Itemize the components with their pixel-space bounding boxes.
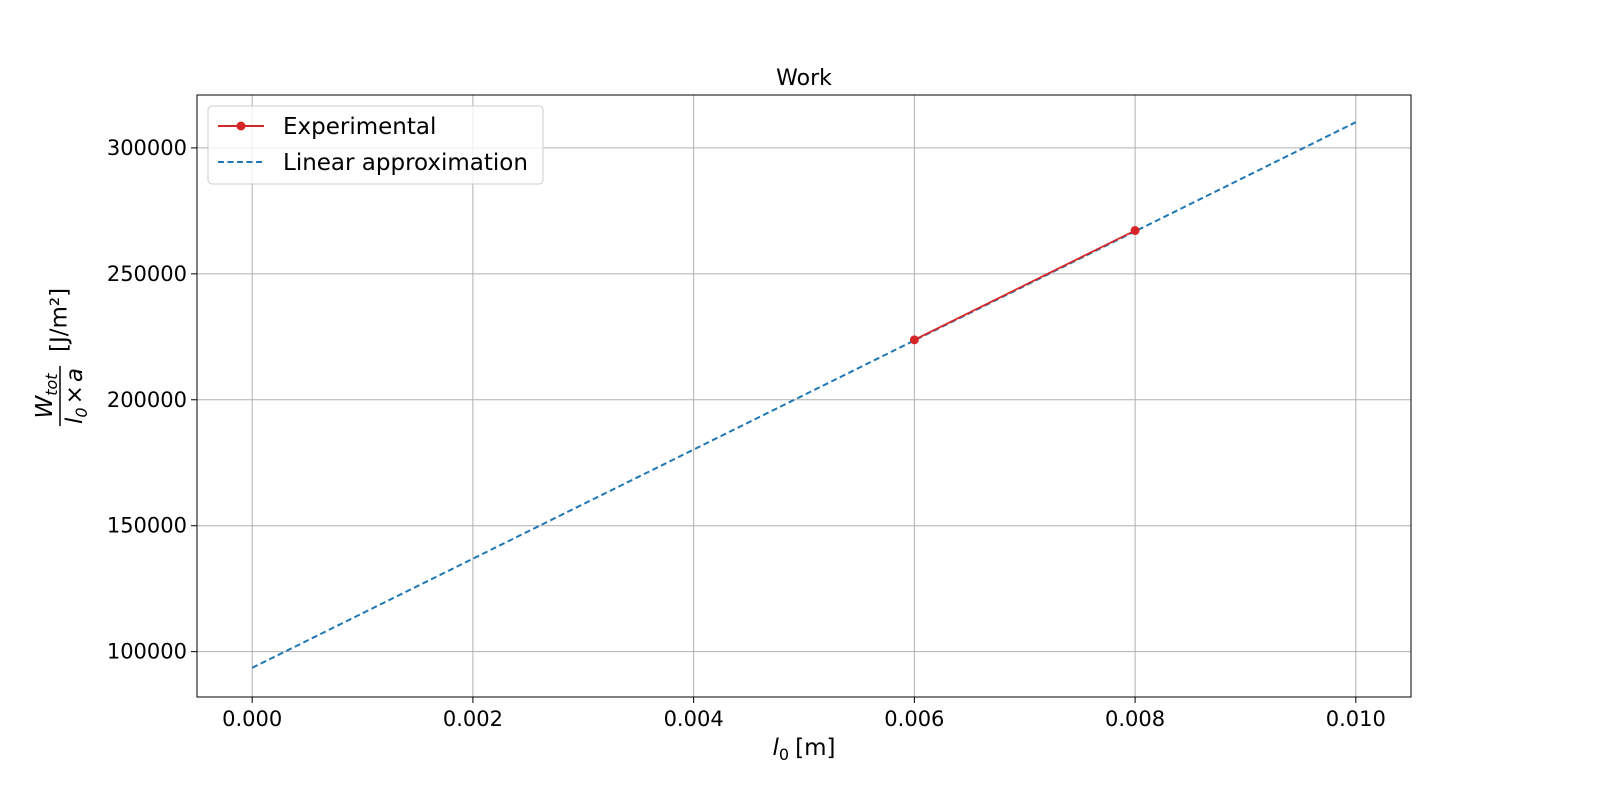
x-tick-label: 0.004 bbox=[664, 707, 724, 731]
legend-marker bbox=[236, 121, 246, 131]
data-point bbox=[1130, 226, 1140, 236]
x-axis-unit: [m] bbox=[795, 735, 835, 761]
y-tick-label: 100000 bbox=[107, 640, 187, 664]
y-axis-num-var: W bbox=[32, 395, 58, 419]
x-tick-label: 0.010 bbox=[1326, 707, 1386, 731]
y-axis-numerator: Wtot bbox=[32, 373, 61, 419]
chart-title: Work bbox=[776, 66, 832, 91]
legend-label: Linear approximation bbox=[283, 150, 528, 176]
y-tick-label: 250000 bbox=[107, 262, 187, 286]
y-tick-label: 200000 bbox=[107, 388, 187, 412]
x-axis-sub: 0 bbox=[779, 745, 789, 764]
legend: Experimental Linear approximation bbox=[207, 105, 544, 185]
data-point bbox=[909, 335, 919, 345]
legend-label: Experimental bbox=[283, 114, 436, 140]
series-line-linear-approximation bbox=[251, 121, 1357, 669]
y-axis-den-var: l bbox=[62, 417, 88, 424]
y-tick-label: 300000 bbox=[107, 136, 187, 160]
y-axis-den-var2: a bbox=[62, 368, 88, 382]
y-axis-denominator: l0 × a bbox=[62, 368, 91, 424]
y-axis-num-sub: tot bbox=[42, 373, 61, 396]
y-axis-unit: [J/m²] bbox=[47, 288, 73, 352]
x-axis-label: l0 [m] bbox=[773, 735, 836, 764]
legend-box bbox=[207, 105, 544, 185]
x-tick-label: 0.002 bbox=[443, 707, 503, 731]
series-line-experimental bbox=[914, 229, 1136, 341]
y-axis-den-times: × bbox=[62, 385, 88, 404]
grid bbox=[197, 95, 1411, 697]
x-tick-label: 0.006 bbox=[884, 707, 944, 731]
plot-area bbox=[251, 121, 1357, 669]
axes-frame bbox=[196, 94, 1412, 698]
x-tick-label: 0.008 bbox=[1105, 707, 1165, 731]
x-tick-label: 0.000 bbox=[222, 707, 282, 731]
x-axis-var: l bbox=[773, 735, 780, 761]
ticks: 0.000 0.002 0.004 0.006 0.008 0.010 100000 1500… bbox=[107, 136, 1386, 731]
y-axis-den-sub: 0 bbox=[72, 407, 91, 417]
y-tick-label: 150000 bbox=[107, 514, 187, 538]
y-axis-label: Wtot l0 × a [J/m²] bbox=[32, 288, 91, 426]
